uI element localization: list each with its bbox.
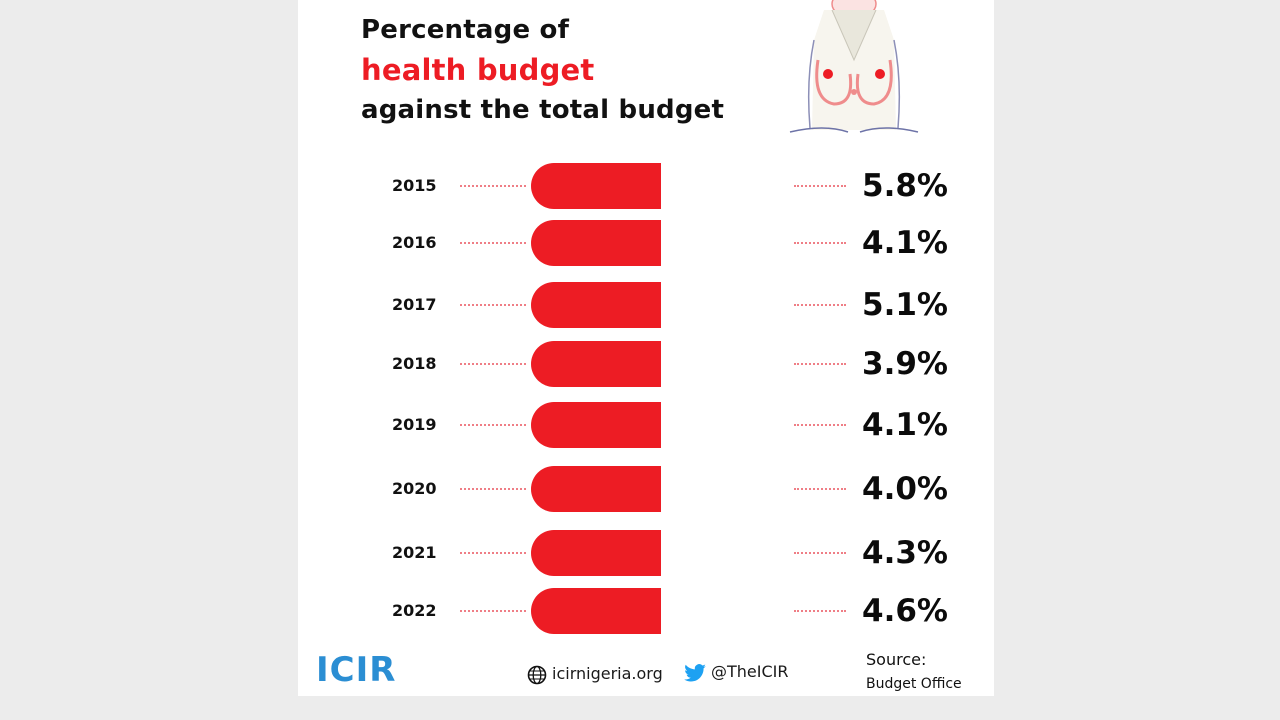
dotted-leader-left <box>460 488 526 490</box>
value-label: 4.6% <box>862 593 948 629</box>
title-line-3: against the total budget <box>361 95 725 125</box>
dotted-leader-left <box>460 363 526 365</box>
bar <box>531 282 661 328</box>
value-label: 4.3% <box>862 535 948 571</box>
dotted-leader-right <box>794 488 846 490</box>
dotted-leader-right <box>794 242 846 244</box>
year-label: 2016 <box>392 233 437 252</box>
dotted-leader-right <box>794 304 846 306</box>
icir-logo[interactable]: ICIR <box>316 650 397 690</box>
chart-row: 2016 4.1% <box>298 220 994 266</box>
year-label: 2021 <box>392 543 437 562</box>
bar <box>531 402 661 448</box>
chart-row: 2021 4.3% <box>298 530 994 576</box>
chart-title: Percentage of health budget against the … <box>361 10 724 130</box>
year-label: 2018 <box>392 354 437 373</box>
chart-row: 2015 5.8% <box>298 163 994 209</box>
twitter-handle: @TheICIR <box>711 662 789 681</box>
chart-row: 2018 3.9% <box>298 341 994 387</box>
dotted-leader-left <box>460 424 526 426</box>
value-label: 4.1% <box>862 407 948 443</box>
chart-row: 2022 4.6% <box>298 588 994 634</box>
year-label: 2015 <box>392 176 437 195</box>
chart-row: 2020 4.0% <box>298 466 994 512</box>
dotted-leader-left <box>460 185 526 187</box>
infographic-card: Percentage of health budget against the … <box>298 0 994 696</box>
title-line-1: Percentage of <box>361 15 570 45</box>
dotted-leader-right <box>794 552 846 554</box>
twitter-link[interactable]: @TheICIR <box>684 660 788 684</box>
bar <box>531 466 661 512</box>
chart-row: 2019 4.1% <box>298 402 994 448</box>
value-label: 5.8% <box>862 168 948 204</box>
bar <box>531 341 661 387</box>
website-link[interactable]: icirnigeria.org <box>527 662 663 686</box>
title-line-2: health budget <box>361 53 595 87</box>
year-label: 2017 <box>392 295 437 314</box>
dotted-leader-right <box>794 363 846 365</box>
doctor-illustration <box>789 0 919 133</box>
bar <box>531 220 661 266</box>
dotted-leader-left <box>460 552 526 554</box>
source-value: Budget Office <box>866 676 962 692</box>
value-label: 4.0% <box>862 471 948 507</box>
twitter-bird-icon <box>684 663 706 681</box>
year-label: 2020 <box>392 479 437 498</box>
value-label: 5.1% <box>862 287 948 323</box>
website-text: icirnigeria.org <box>552 664 663 683</box>
bar <box>531 588 661 634</box>
bar <box>531 163 661 209</box>
dotted-leader-left <box>460 610 526 612</box>
dotted-leader-left <box>460 304 526 306</box>
source-label: Source: <box>866 650 927 669</box>
year-label: 2019 <box>392 415 437 434</box>
dotted-leader-left <box>460 242 526 244</box>
dotted-leader-right <box>794 185 846 187</box>
dotted-leader-right <box>794 424 846 426</box>
value-label: 4.1% <box>862 225 948 261</box>
value-label: 3.9% <box>862 346 948 382</box>
chart-row: 2017 5.1% <box>298 282 994 328</box>
bar <box>531 530 661 576</box>
dotted-leader-right <box>794 610 846 612</box>
year-label: 2022 <box>392 601 437 620</box>
footer: ICIR icirnigeria.org @TheICIR Source: Bu… <box>298 640 994 696</box>
globe-icon <box>527 665 547 684</box>
